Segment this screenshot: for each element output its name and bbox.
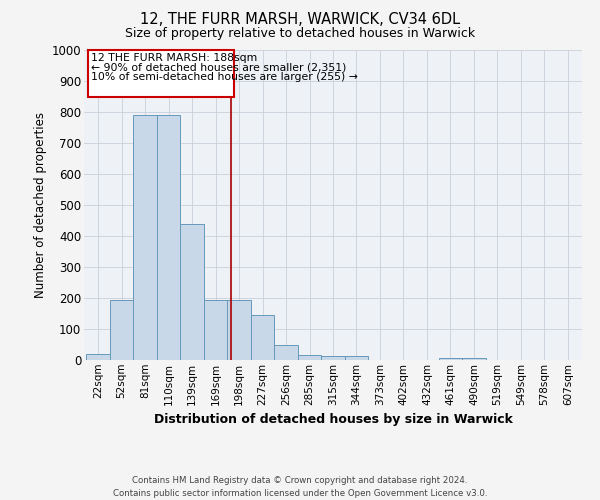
Bar [227, 300, 251, 360]
Text: Contains HM Land Registry data © Crown copyright and database right 2024.
Contai: Contains HM Land Registry data © Crown c… [113, 476, 487, 498]
Bar [439, 358, 462, 360]
Bar [345, 356, 368, 360]
Bar [298, 356, 321, 360]
Bar [86, 354, 110, 360]
Text: 12, THE FURR MARSH, WARWICK, CV34 6DL: 12, THE FURR MARSH, WARWICK, CV34 6DL [140, 12, 460, 28]
Y-axis label: Number of detached properties: Number of detached properties [34, 112, 47, 298]
X-axis label: Distribution of detached houses by size in Warwick: Distribution of detached houses by size … [154, 413, 512, 426]
Bar [181, 224, 204, 360]
Text: 12 THE FURR MARSH: 188sqm: 12 THE FURR MARSH: 188sqm [91, 52, 257, 62]
Bar [321, 356, 345, 360]
Text: 10% of semi-detached houses are larger (255) →: 10% of semi-detached houses are larger (… [91, 72, 358, 83]
Bar [133, 115, 157, 360]
Bar [88, 50, 235, 96]
Bar [110, 300, 133, 360]
Bar [204, 300, 227, 360]
Text: ← 90% of detached houses are smaller (2,351): ← 90% of detached houses are smaller (2,… [91, 62, 346, 72]
Bar [462, 358, 485, 360]
Bar [157, 115, 181, 360]
Text: Size of property relative to detached houses in Warwick: Size of property relative to detached ho… [125, 28, 475, 40]
Bar [274, 345, 298, 360]
Bar [251, 315, 274, 360]
